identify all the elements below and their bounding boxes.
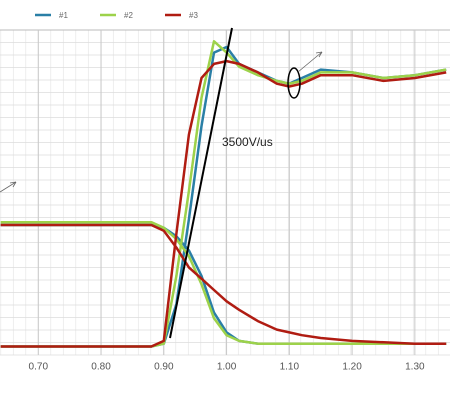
x-tick-label: 1.30 (405, 362, 425, 373)
highlight-ellipse (287, 67, 301, 99)
plot (0, 40, 447, 348)
series-line (0, 59, 447, 348)
legend-label: #1 (59, 11, 68, 20)
series-line (0, 223, 447, 345)
x-tick-label: 1.00 (217, 362, 237, 373)
arrow (0, 181, 17, 193)
legend: #1 #2 #3 (35, 11, 198, 20)
arrow-head (9, 181, 17, 188)
x-tick-label: 0.80 (91, 362, 111, 373)
arrow-head (315, 51, 323, 58)
legend-label: #3 (189, 11, 198, 20)
x-tick-label: 0.70 (29, 362, 49, 373)
annotation: 3500V/us (222, 135, 273, 149)
x-tick-label: 1.10 (280, 362, 300, 373)
slope-line (169, 27, 233, 339)
series-line (0, 220, 447, 345)
arrow (297, 51, 323, 73)
grid: 0.70 0.80 0.90 1.00 1.10 1.20 1.30 (0, 29, 450, 373)
x-tick-label: 1.20 (342, 362, 362, 373)
x-tick-label: 0.90 (154, 362, 174, 373)
legend-label: #2 (124, 11, 133, 20)
